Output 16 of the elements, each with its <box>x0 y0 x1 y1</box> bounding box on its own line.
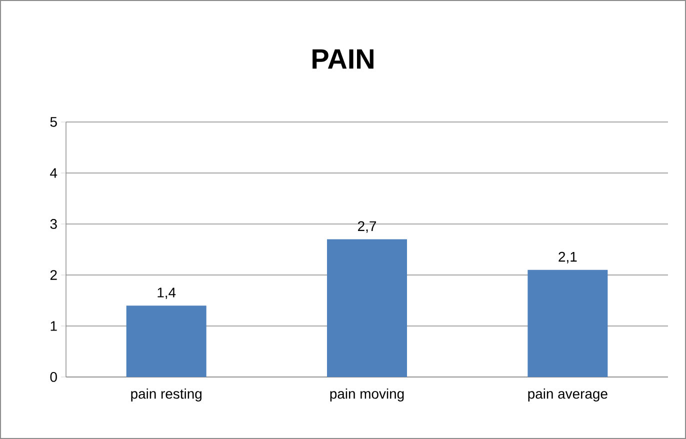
data-label: 2,7 <box>358 221 376 233</box>
y-tick-label: 1 <box>50 321 57 331</box>
chart-title: PAIN <box>312 49 374 69</box>
bar <box>528 270 608 377</box>
x-tick-label: pain average <box>528 388 608 402</box>
x-tick-label: pain moving <box>330 388 404 402</box>
y-tick-label: 0 <box>50 372 57 382</box>
bar <box>126 306 206 377</box>
x-tick-label: pain resting <box>131 388 202 402</box>
y-tick-label: 3 <box>50 219 57 229</box>
data-label: 1,4 <box>158 288 176 300</box>
y-tick-label: 4 <box>50 168 58 178</box>
y-tick-label: 2 <box>50 270 57 280</box>
bar <box>327 239 408 377</box>
data-label: 2,1 <box>558 252 577 264</box>
y-tick-label: 5 <box>50 117 57 127</box>
